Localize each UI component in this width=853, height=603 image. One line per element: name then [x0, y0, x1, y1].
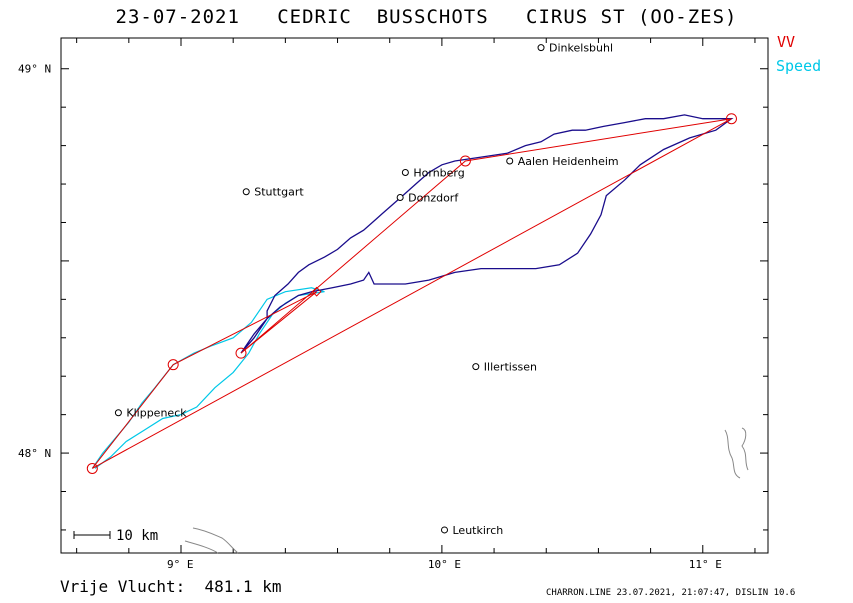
town-dot	[114, 409, 122, 417]
town-label: Stuttgart	[254, 186, 304, 199]
town-label: Aalen Heidenheim	[518, 155, 619, 168]
town-label: Hornberg	[413, 167, 464, 180]
town-marker: Donzdorf	[396, 191, 459, 204]
town-marker: Stuttgart	[242, 186, 304, 199]
map-frame	[60, 37, 769, 554]
legend-speed: Speed	[776, 57, 822, 75]
town-label: Klippeneck	[126, 407, 187, 420]
legend-vv: VV	[777, 33, 796, 51]
town-label: Donzdorf	[408, 191, 459, 204]
flight-track-layer	[240, 114, 734, 354]
speed-trace	[91, 287, 325, 469]
town-label: Dinkelsbuhl	[549, 42, 613, 55]
lon-label: 11° E	[689, 558, 722, 571]
lon-label: 9° E	[167, 558, 194, 571]
turnpoint-circle	[86, 462, 98, 474]
town-marker: Illertissen	[472, 361, 537, 374]
town-label: Illertissen	[484, 361, 537, 374]
axis-labels: 49° N 48° N 9° E 10° E 11° E	[18, 63, 722, 571]
footer-info: CHARRON.LINE 23.07.2021, 21:07:47, DISLI…	[546, 588, 796, 598]
lake-outline	[184, 427, 749, 554]
speed-trace-layer	[91, 287, 325, 469]
town-dot	[396, 193, 404, 201]
turnpoint-circle	[459, 155, 471, 167]
town-marker: Leutkirch	[441, 524, 504, 537]
town-dot	[506, 157, 514, 165]
axis-ticks	[61, 38, 768, 553]
towns-layer: Dinkelsbuhl Stuttgart Hornberg Aalen Heiden…	[114, 42, 619, 537]
turnpoint-circle	[725, 113, 737, 125]
town-dot	[242, 188, 250, 196]
town-dot	[537, 44, 545, 52]
scale-bar: 10 km	[73, 528, 158, 544]
turnpoint-marker	[311, 286, 322, 297]
free-flight-distance: Vrije Vlucht: 481.1 km	[60, 577, 282, 596]
map-title: 23-07-2021 CEDRIC BUSSCHOTS CIRUS ST (OO…	[115, 6, 738, 28]
turnpoint-circle	[167, 359, 179, 371]
lon-label: 10° E	[428, 558, 461, 571]
flight-track	[240, 114, 734, 354]
town-dot	[401, 169, 409, 177]
task-route-layer	[91, 118, 732, 469]
scale-bar-label: 10 km	[116, 528, 158, 544]
town-marker: Aalen Heidenheim	[506, 155, 619, 168]
town-label: Leutkirch	[453, 524, 504, 537]
turnpoint-circle	[235, 347, 247, 359]
lat-label: 48° N	[18, 447, 51, 460]
turnpoints-layer	[86, 113, 737, 474]
town-marker: Dinkelsbuhl	[537, 42, 613, 55]
town-dot	[472, 363, 480, 371]
town-marker: Klippeneck	[114, 407, 187, 420]
lat-label: 49° N	[18, 63, 51, 76]
town-dot	[441, 526, 449, 534]
town-marker: Hornberg	[401, 167, 465, 180]
task-route	[91, 118, 732, 469]
